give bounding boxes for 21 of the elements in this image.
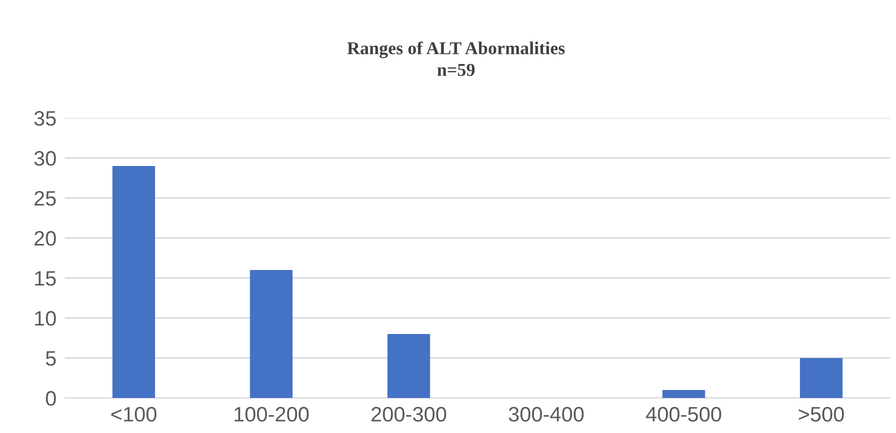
x-tick-label: <100: [111, 406, 156, 422]
bar: [250, 270, 293, 398]
x-tick-label: 300-400: [508, 406, 584, 422]
x-tick-label: >500: [798, 406, 844, 422]
y-tick-label: 15: [35, 271, 56, 286]
bar: [662, 390, 706, 398]
x-tick-label: 100-200: [234, 406, 309, 422]
chart-subtitle: n=59: [437, 64, 475, 76]
x-tick-label: 400-500: [646, 406, 722, 422]
bar: [112, 166, 156, 398]
y-tick-label: 10: [35, 311, 56, 326]
x-tick-label: 200-300: [372, 406, 446, 422]
y-tick-label: 35: [34, 111, 56, 126]
bar: [387, 334, 430, 398]
bar: [800, 358, 843, 398]
y-tick-label: 20: [34, 231, 56, 246]
y-tick-label: 5: [46, 351, 56, 366]
y-tick-label: 0: [46, 391, 56, 406]
y-tick-label: 25: [34, 191, 56, 206]
chart-title: Ranges of ALT Abormalities: [347, 41, 565, 58]
y-tick-label: 30: [34, 151, 56, 166]
